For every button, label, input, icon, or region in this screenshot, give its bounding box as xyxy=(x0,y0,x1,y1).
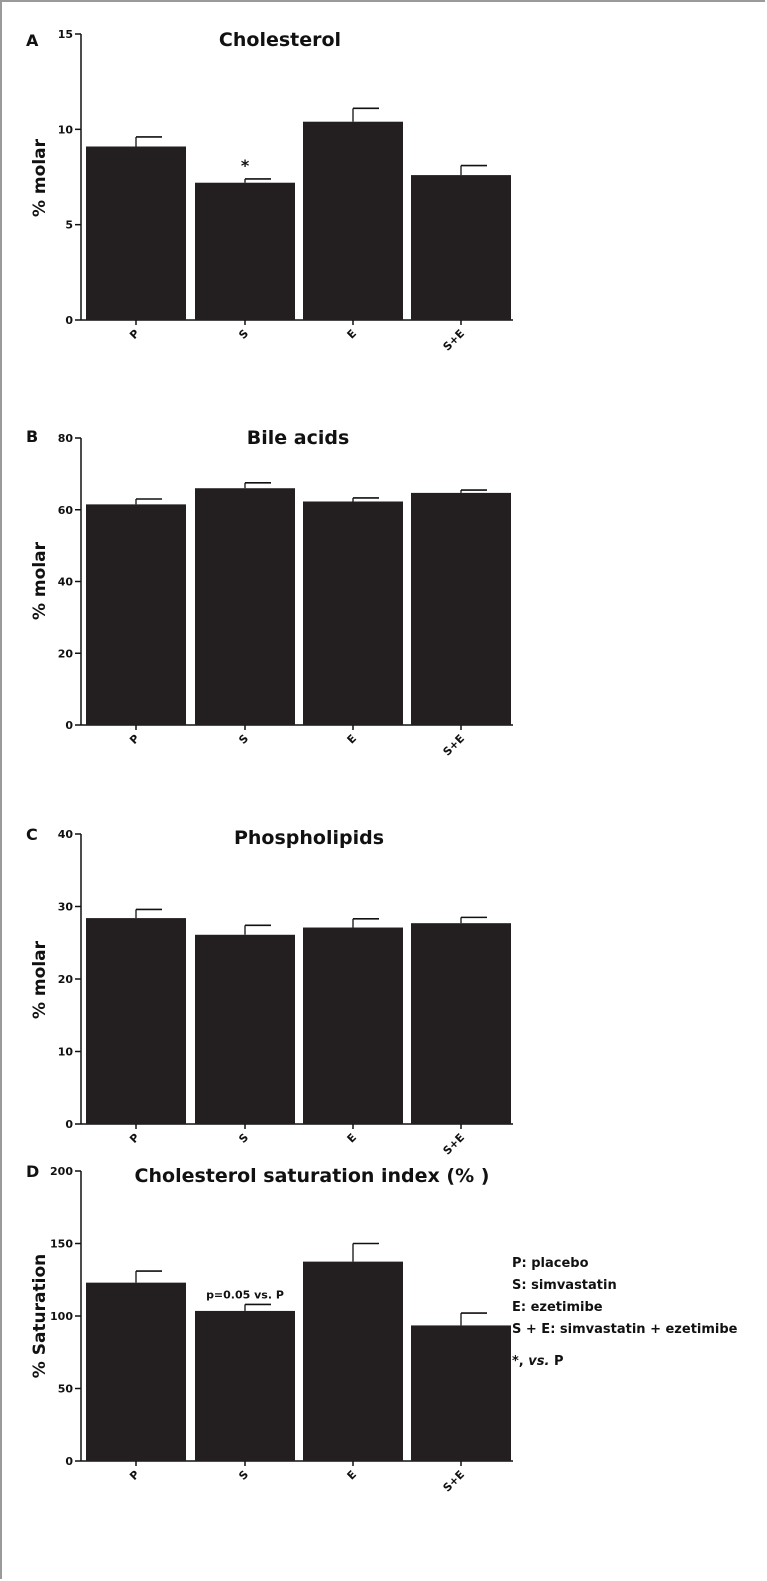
panel-a-xtick-label-2: E xyxy=(345,327,360,342)
panel-d-bar-1 xyxy=(195,1310,295,1461)
panel-b-ytick-label-4: 80 xyxy=(58,432,74,445)
panel-c-ytick-label-0: 0 xyxy=(65,1118,73,1131)
panel-c-ytick-label-3: 30 xyxy=(58,901,74,914)
panel-a-ytick-label-0: 0 xyxy=(65,314,73,327)
panel-a-xtick-label-3: S+E xyxy=(440,327,467,354)
panel-c-ylabel: % molar xyxy=(30,940,50,1019)
panel-b-ytick-label-3: 60 xyxy=(58,504,74,517)
panel-b-xtick-label-0: P xyxy=(127,732,142,747)
panel-a-ytick-label-3: 15 xyxy=(58,28,73,41)
panel-c-xtick-label-3: S+E xyxy=(440,1131,467,1158)
panel-d-bar-2 xyxy=(303,1261,403,1461)
panel-a-bar-1 xyxy=(195,182,295,320)
panel-a-bar-2 xyxy=(303,121,403,320)
panel-b-bar-1 xyxy=(195,488,295,725)
panel-b-bar-0 xyxy=(86,504,186,725)
panel-d-ytick-label-2: 100 xyxy=(50,1310,73,1323)
panel-b-bar-2 xyxy=(303,501,403,725)
legend-note-suffix: P xyxy=(549,1354,564,1369)
panel-a-title: Cholesterol xyxy=(219,29,341,51)
panel-c-bar-1 xyxy=(195,934,295,1124)
panel-c-bar-0 xyxy=(86,918,186,1124)
panel-c-ytick-label-4: 40 xyxy=(58,828,74,841)
panel-c-bar-3 xyxy=(411,923,511,1124)
panel-c-title: Phospholipids xyxy=(234,827,384,849)
panel-d-title: Cholesterol saturation index (% ) xyxy=(135,1165,490,1187)
legend-item-placebo: P: placebo xyxy=(512,1256,589,1271)
legend: P: placebo S: simvastatin E: ezetimibe S… xyxy=(512,1253,738,1373)
panel-a-bar-3 xyxy=(411,175,511,320)
panel-a-xtick-label-1: S xyxy=(236,327,251,342)
panel-b-xtick-label-1: S xyxy=(236,732,251,747)
panel-c-label: C xyxy=(26,825,38,844)
panel-d-xtick-label-2: E xyxy=(345,1468,360,1483)
panel-b-xtick-label-3: S+E xyxy=(440,732,467,759)
panel-a-label: A xyxy=(26,31,39,50)
panel-d-annotation-1-0: p=0.05 vs. P xyxy=(206,1288,284,1301)
panel-b-bar-3 xyxy=(411,492,511,725)
panel-d-bar-3 xyxy=(411,1325,511,1461)
legend-item-combination: S + E: simvastatin + ezetimibe xyxy=(512,1322,738,1337)
panel-d-xtick-label-1: S xyxy=(236,1468,251,1483)
panel-a-xtick-label-0: P xyxy=(127,327,142,342)
panel-b-xtick-label-2: E xyxy=(345,732,360,747)
panel-a-annotation-1-0: * xyxy=(241,156,250,175)
panel-b-ylabel: % molar xyxy=(30,541,50,620)
panel-d-ylabel: % Saturation xyxy=(30,1254,50,1379)
panel-c-xtick-label-2: E xyxy=(345,1131,360,1146)
panel-a-ylabel: % molar xyxy=(30,138,50,217)
legend-item-simvastatin: S: simvastatin xyxy=(512,1278,617,1293)
panel-c-xtick-label-1: S xyxy=(236,1131,251,1146)
panel-d-xtick-label-3: S+E xyxy=(440,1468,467,1495)
panel-d-xtick-label-0: P xyxy=(127,1468,142,1483)
panel-c-ytick-label-1: 10 xyxy=(58,1046,74,1059)
panel-b-label: B xyxy=(26,427,38,446)
panel-d-ytick-label-0: 0 xyxy=(65,1455,73,1468)
panel-d-ytick-label-3: 150 xyxy=(50,1238,73,1251)
panel-b-ytick-label-0: 0 xyxy=(65,719,73,732)
panel-d-ytick-label-4: 200 xyxy=(50,1165,73,1178)
panel-d-bar-0 xyxy=(86,1282,186,1461)
legend-note-prefix: *, xyxy=(512,1354,529,1369)
panel-c-bar-2 xyxy=(303,927,403,1124)
panel-d-ytick-label-1: 50 xyxy=(58,1383,74,1396)
panel-a-bar-0 xyxy=(86,146,186,320)
panel-b-ytick-label-2: 40 xyxy=(58,576,74,589)
panel-b-title: Bile acids xyxy=(247,427,350,449)
panel-a-ytick-label-2: 10 xyxy=(58,123,74,136)
legend-item-ezetimibe: E: ezetimibe xyxy=(512,1300,603,1315)
panel-c-ytick-label-2: 20 xyxy=(58,973,74,986)
panel-c-xtick-label-0: P xyxy=(127,1131,142,1146)
panel-b-ytick-label-1: 20 xyxy=(58,647,74,660)
panel-a-ytick-label-1: 5 xyxy=(65,219,73,232)
legend-note-italic: vs. xyxy=(528,1354,550,1369)
panel-d-label: D xyxy=(26,1162,39,1181)
legend-significance-note: *, vs. P xyxy=(512,1351,738,1373)
